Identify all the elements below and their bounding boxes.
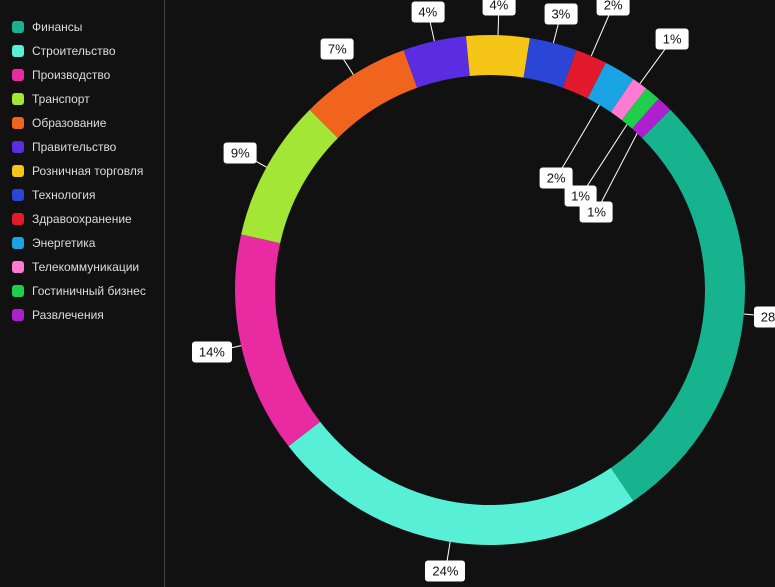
legend-label: Финансы	[32, 20, 82, 35]
slice-percent-label: 24%	[425, 561, 465, 582]
legend-item[interactable]: Розничная торговля	[12, 164, 156, 179]
legend-label: Образование	[32, 116, 106, 131]
slice-percent-label: 1%	[656, 29, 689, 50]
legend-item[interactable]: Здравоохранение	[12, 212, 156, 227]
legend-swatch	[12, 237, 24, 249]
leader-line	[596, 133, 637, 211]
legend-item[interactable]: Правительство	[12, 140, 156, 155]
slice-percent-label: 1%	[580, 201, 613, 222]
legend-swatch	[12, 69, 24, 81]
legend-label: Энергетика	[32, 236, 95, 251]
slice-percent-label: 28%	[754, 306, 775, 327]
legend-swatch	[12, 45, 24, 57]
legend-swatch	[12, 165, 24, 177]
legend-item[interactable]: Гостиничный бизнес	[12, 284, 156, 299]
legend-label: Гостиничный бизнес	[32, 284, 146, 299]
donut-slice[interactable]	[611, 110, 745, 501]
legend-label: Телекоммуникации	[32, 260, 139, 275]
legend-swatch	[12, 189, 24, 201]
legend-item[interactable]: Производство	[12, 68, 156, 83]
legend-label: Технология	[32, 188, 96, 203]
donut-chart: 28%24%14%9%7%4%4%3%2%2%1%1%1%	[165, 0, 775, 587]
legend-item[interactable]: Телекоммуникации	[12, 260, 156, 275]
legend-item[interactable]: Энергетика	[12, 236, 156, 251]
legend-swatch	[12, 141, 24, 153]
legend-swatch	[12, 213, 24, 225]
slice-percent-label: 9%	[224, 142, 257, 163]
legend-label: Строительство	[32, 44, 116, 59]
legend-swatch	[12, 285, 24, 297]
slice-percent-label: 4%	[483, 0, 516, 16]
legend-item[interactable]: Транспорт	[12, 92, 156, 107]
legend-swatch	[12, 117, 24, 129]
legend-swatch	[12, 309, 24, 321]
donut-slice[interactable]	[310, 50, 417, 138]
slice-percent-label: 4%	[411, 1, 444, 22]
legend-label: Здравоохранение	[32, 212, 132, 227]
legend-label: Производство	[32, 68, 110, 83]
donut-slice[interactable]	[466, 35, 530, 78]
donut-svg	[165, 0, 775, 587]
legend-label: Транспорт	[32, 92, 90, 107]
legend-swatch	[12, 21, 24, 33]
legend-label: Розничная торговля	[32, 164, 143, 179]
legend-label: Правительство	[32, 140, 116, 155]
donut-slice[interactable]	[235, 234, 320, 446]
legend-label: Развлечения	[32, 308, 104, 323]
donut-slice[interactable]	[241, 110, 338, 243]
legend-swatch	[12, 93, 24, 105]
legend-item[interactable]: Финансы	[12, 20, 156, 35]
legend-item[interactable]: Строительство	[12, 44, 156, 59]
legend-item[interactable]: Развлечения	[12, 308, 156, 323]
slice-percent-label: 2%	[597, 0, 630, 16]
legend: Финансы Строительство Производство Транспор…	[0, 0, 165, 587]
legend-item[interactable]: Технология	[12, 188, 156, 203]
slice-percent-label: 7%	[321, 39, 354, 60]
legend-swatch	[12, 261, 24, 273]
slice-percent-label: 3%	[544, 3, 577, 24]
slice-percent-label: 14%	[192, 342, 232, 363]
donut-slice[interactable]	[289, 422, 634, 545]
legend-item[interactable]: Образование	[12, 116, 156, 131]
